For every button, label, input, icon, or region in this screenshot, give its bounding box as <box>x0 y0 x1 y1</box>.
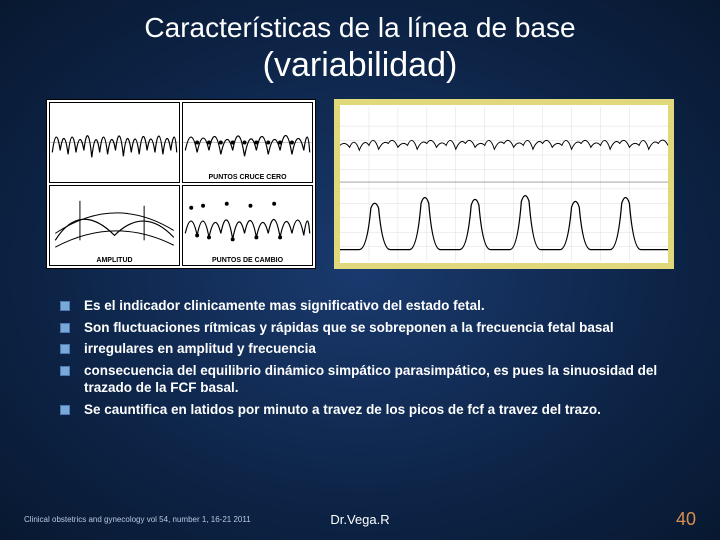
subpanel-4: PUNTOS DE CAMBIO <box>182 185 313 266</box>
footer-page-number: 40 <box>430 509 696 530</box>
images-row: PUNTOS CRUCE CERO AMPLITUD PUNTOS DE CAM… <box>0 99 720 269</box>
left-figure-grid: PUNTOS CRUCE CERO AMPLITUD PUNTOS DE CAM… <box>46 99 316 269</box>
bullet-square-icon <box>60 323 70 333</box>
bullet-text: irregulares en amplitud y frecuencia <box>84 340 316 358</box>
title-line-2: (variabilidad) <box>0 46 720 85</box>
bullet-square-icon <box>60 366 70 376</box>
subpanel-2: PUNTOS CRUCE CERO <box>182 102 313 183</box>
bullet-square-icon <box>60 344 70 354</box>
bullet-text: consecuencia del equilibrio dinámico sim… <box>84 362 670 397</box>
footer-citation: Clinical obstetrics and gynecology vol 5… <box>24 515 290 524</box>
bullet-list: Es el indicador clinicamente mas signifi… <box>60 297 670 418</box>
subpanel-1 <box>49 102 180 183</box>
bullet-item: Son fluctuaciones rítmicas y rápidas que… <box>60 319 670 337</box>
bullet-square-icon <box>60 405 70 415</box>
bullet-item: irregulares en amplitud y frecuencia <box>60 340 670 358</box>
bullet-item: Es el indicador clinicamente mas signifi… <box>60 297 670 315</box>
bullet-item: consecuencia del equilibrio dinámico sim… <box>60 362 670 397</box>
footer-author: Dr.Vega.R <box>290 512 429 527</box>
right-figure-strip <box>334 99 674 269</box>
bullet-text: Es el indicador clinicamente mas signifi… <box>84 297 485 315</box>
subpanel-4-label: PUNTOS DE CAMBIO <box>183 257 312 264</box>
bullet-text: Se cauntifica en latidos por minuto a tr… <box>84 401 601 419</box>
bullet-square-icon <box>60 301 70 311</box>
bullet-item: Se cauntifica en latidos por minuto a tr… <box>60 401 670 419</box>
slide-title: Características de la línea de base (var… <box>0 0 720 85</box>
subpanel-3: AMPLITUD <box>49 185 180 266</box>
subpanel-2-label: PUNTOS CRUCE CERO <box>183 174 312 181</box>
bullet-text: Son fluctuaciones rítmicas y rápidas que… <box>84 319 614 337</box>
slide-footer: Clinical obstetrics and gynecology vol 5… <box>0 509 720 530</box>
subpanel-3-label: AMPLITUD <box>50 257 179 264</box>
title-line-1: Características de la línea de base <box>0 12 720 44</box>
